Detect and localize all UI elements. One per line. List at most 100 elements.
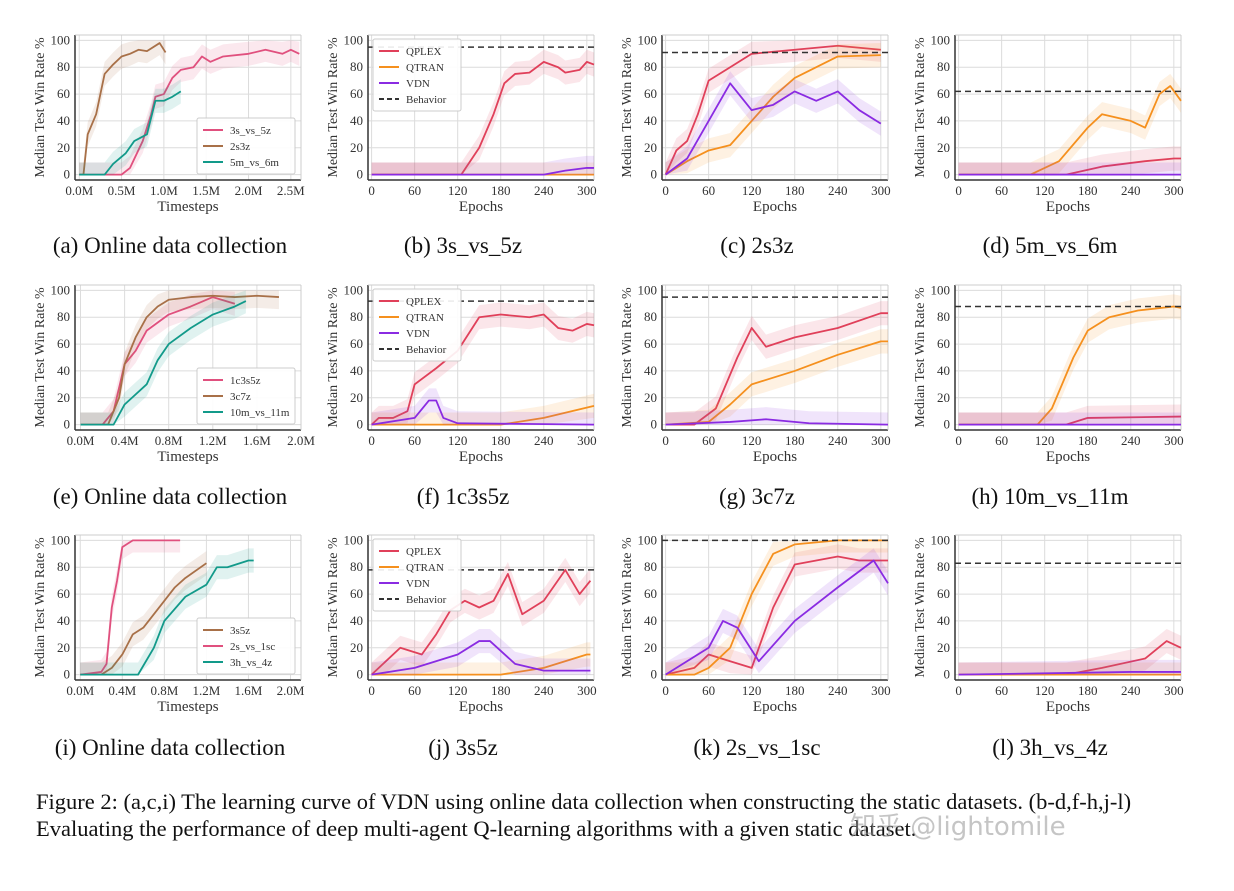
y-tick-label: 20: [57, 390, 70, 405]
legend-box: [196, 117, 296, 175]
series-line-qtran: [958, 305, 1182, 426]
x-tick-label: 1.5M: [192, 183, 220, 198]
confidence-band: [79, 40, 166, 175]
confidence-band: [371, 557, 591, 675]
x-tick-label: 120: [448, 683, 468, 698]
confidence-band: [80, 290, 246, 425]
y-tick-label: 60: [57, 336, 70, 351]
chart-panel: 0 20 40 60 80 100 0 60 120 180 240 300 Epochs Median …: [620, 532, 891, 715]
x-tick-label: 120: [1035, 433, 1055, 448]
y-axis-label: Median Test Win Rate %: [620, 37, 635, 178]
x-tick-label: 0.8M: [155, 433, 183, 448]
chart-panel: 0 20 40 60 80 100 0 60 120 180 240 300 Epochs Median …: [913, 532, 1184, 715]
y-tick-label: 20: [350, 390, 363, 405]
chart-panel: 0 20 40 60 80 100 0 60 120 180 240 300 Epochs Median …: [620, 282, 891, 465]
y-tick-label: 80: [57, 559, 70, 574]
legend-label: 3h_vs_4z: [230, 657, 272, 669]
y-tick-label: 0: [944, 667, 951, 682]
legend-label: 1c3s5z: [230, 375, 261, 387]
y-tick-label: 100: [931, 282, 951, 297]
confidence-band: [958, 162, 1181, 175]
x-tick-label: 240: [1121, 433, 1141, 448]
y-axis-label: Median Test Win Rate %: [620, 287, 635, 428]
legend: QPLEX QTRAN VDN Behavior: [372, 38, 462, 112]
confidence-band: [371, 155, 594, 175]
y-tick-label: 40: [937, 113, 950, 128]
legend-label: QPLEX: [406, 296, 442, 308]
x-tick-label: 0: [368, 433, 375, 448]
x-tick-label: 300: [871, 183, 891, 198]
x-tick-label: 180: [491, 433, 511, 448]
legend-label: QPLEX: [406, 46, 442, 58]
y-tick-label: 100: [344, 282, 364, 297]
y-tick-label: 40: [644, 613, 657, 628]
y-tick-label: 60: [350, 586, 363, 601]
series-line-vdn: [665, 559, 889, 676]
confidence-band: [665, 407, 888, 425]
confidence-band: [665, 71, 881, 175]
y-tick-label: 0: [357, 417, 364, 432]
x-axis-label: Epochs: [753, 449, 797, 465]
plot-area: [955, 35, 1181, 180]
confidence-band: [371, 628, 591, 675]
y-tick-label: 40: [57, 113, 70, 128]
x-tick-label: 180: [785, 433, 805, 448]
figure-caption: Figure 2: (a,c,i) The learning curve of …: [36, 789, 1132, 841]
y-tick-label: 100: [51, 532, 71, 547]
chart-panel: 0 20 40 60 80 100 0 60 120 180 240 300 Epochs Median …: [913, 32, 1184, 215]
legend-label: QTRAN: [406, 312, 444, 324]
y-axis-label: Median Test Win Rate %: [33, 37, 48, 178]
confidence-band: [958, 146, 1181, 175]
x-tick-label: 180: [1078, 683, 1098, 698]
legend-label: 3c7z: [230, 391, 251, 403]
x-tick-label: 60: [408, 183, 421, 198]
y-tick-label: 60: [350, 336, 363, 351]
y-axis-label: Median Test Win Rate %: [326, 37, 341, 178]
chart-panel: 0 20 40 60 80 100 0.0M 0.5M 1.0M 1.5M 2.0M 2.5M Time…: [33, 32, 305, 215]
x-tick-label: 120: [1035, 183, 1055, 198]
y-tick-label: 60: [350, 86, 363, 101]
legend: 3s_vs_5z 2s3z 5m_vs_6m: [196, 117, 296, 175]
series-line-2s3z: [79, 42, 167, 176]
subfigure-caption: (b) 3s_vs_5z: [403, 233, 523, 258]
confidence-band: [958, 412, 1181, 425]
legend: 1c3s5z 3c7z 10m_vs_11m: [196, 367, 296, 425]
x-tick-label: 300: [577, 683, 597, 698]
series-line-qplex: [371, 60, 595, 176]
y-tick-label: 80: [644, 309, 657, 324]
watermark: 知乎 @lightomile: [850, 812, 1066, 842]
x-tick-label: 120: [742, 683, 762, 698]
y-tick-label: 0: [944, 417, 951, 432]
x-tick-label: 0: [955, 183, 962, 198]
legend: QPLEX QTRAN VDN Behavior: [372, 538, 462, 612]
x-tick-label: 1.2M: [199, 433, 227, 448]
chart-panel: 0 20 40 60 80 100 0 60 120 180 240 300 Epochs Median …: [326, 282, 597, 465]
series-line-vdn: [665, 82, 882, 176]
y-tick-label: 80: [937, 559, 950, 574]
y-tick-label: 100: [931, 32, 951, 47]
x-tick-label: 120: [448, 433, 468, 448]
legend-box: [372, 38, 462, 112]
x-tick-label: 300: [871, 683, 891, 698]
y-tick-label: 80: [57, 309, 70, 324]
confidence-band: [371, 162, 594, 175]
series-line-qtran: [665, 539, 888, 676]
y-tick-label: 100: [344, 532, 364, 547]
y-tick-label: 20: [350, 140, 363, 155]
legend-label: 5m_vs_6m: [230, 157, 279, 169]
series-line-qtran: [665, 54, 881, 176]
confidence-band: [371, 49, 594, 175]
x-tick-label: 0.5M: [108, 183, 136, 198]
x-tick-label: 180: [785, 683, 805, 698]
subfigure-caption: (e) Online data collection: [52, 484, 288, 509]
chart-panel: 0 20 40 60 80 100 0.0M 0.4M 0.8M 1.2M 1.6M 2.0M Time…: [33, 532, 305, 715]
confidence-band: [371, 393, 594, 425]
y-axis-label: Median Test Win Rate %: [913, 537, 928, 678]
y-tick-label: 40: [350, 363, 363, 378]
y-tick-label: 20: [937, 140, 950, 155]
y-tick-label: 0: [651, 167, 658, 182]
y-tick-label: 60: [937, 336, 950, 351]
y-tick-label: 80: [350, 59, 363, 74]
y-tick-label: 20: [57, 640, 70, 655]
x-tick-label: 1.6M: [235, 683, 263, 698]
